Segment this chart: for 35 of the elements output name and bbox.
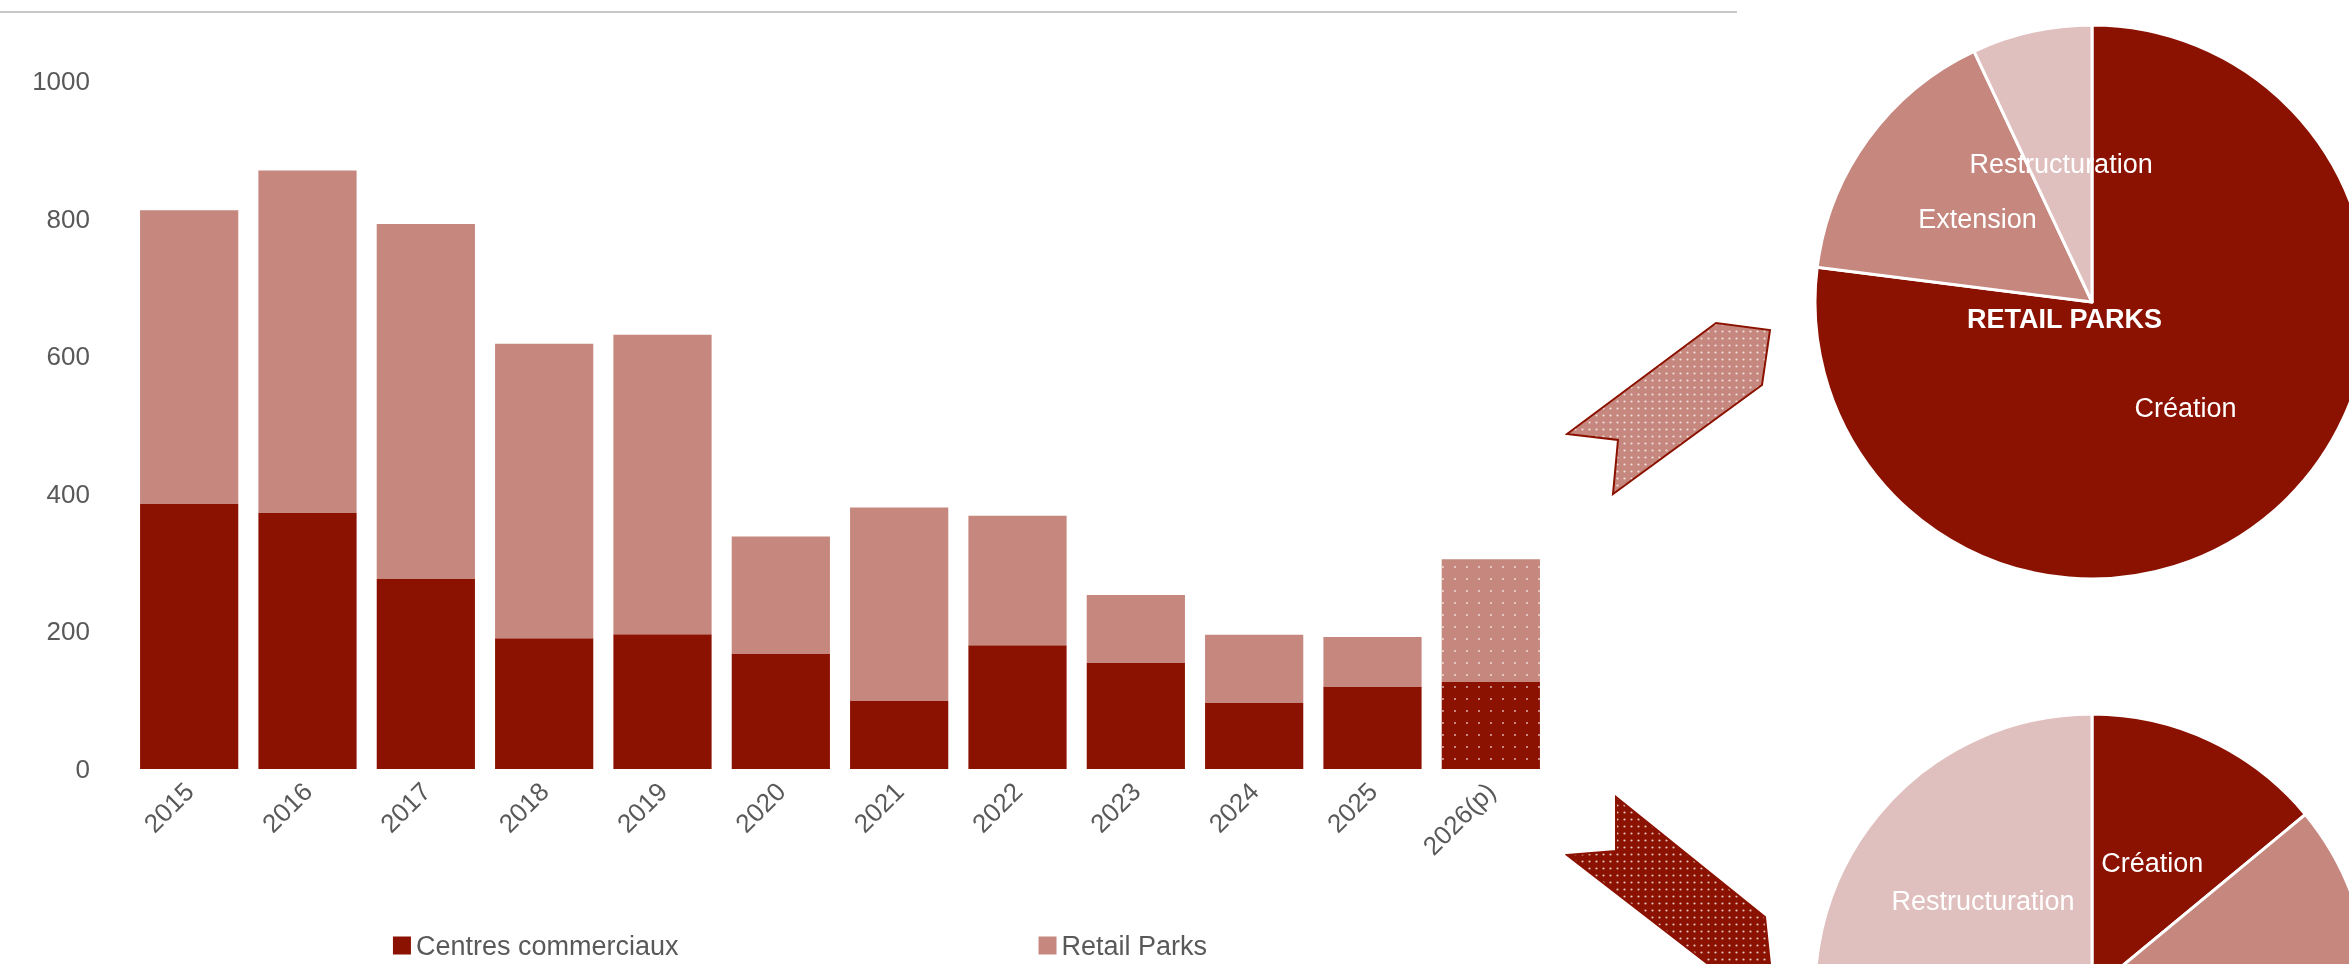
bar <box>1323 636 1422 687</box>
y-tick-label: 200 <box>46 616 90 647</box>
bar <box>613 334 712 635</box>
bar <box>613 634 712 769</box>
bar <box>968 515 1067 646</box>
bar <box>258 513 357 769</box>
legend-label: Centres commerciaux <box>415 930 680 961</box>
y-tick-label: 800 <box>46 203 90 234</box>
bar <box>1086 594 1185 664</box>
y-tick-label: 1000 <box>32 66 90 96</box>
y-tick-label: 0 <box>75 754 90 784</box>
bar <box>376 579 475 769</box>
bar <box>1086 663 1185 769</box>
bar <box>731 654 830 769</box>
legend-label: Retail Parks <box>1061 930 1208 961</box>
text: RETAIL PARKS <box>1966 303 2163 334</box>
bar <box>1205 702 1304 769</box>
bar <box>140 503 239 769</box>
bar <box>376 224 475 580</box>
slice-label: Création <box>2134 393 2237 424</box>
bar <box>850 507 949 701</box>
y-tick-label: 400 <box>46 478 90 509</box>
bar <box>731 536 830 655</box>
y-tick-label: 600 <box>46 341 90 372</box>
bar <box>1323 686 1422 769</box>
slice-label: Extension <box>1918 203 2037 234</box>
bar <box>850 700 949 769</box>
bar <box>495 638 594 769</box>
slice-label: Restructuration <box>1891 885 2075 916</box>
bar <box>968 645 1067 769</box>
bar <box>140 210 239 504</box>
slice-label: Création <box>2101 847 2204 878</box>
bar <box>258 170 357 514</box>
bar <box>1205 634 1304 703</box>
bar <box>495 343 594 639</box>
